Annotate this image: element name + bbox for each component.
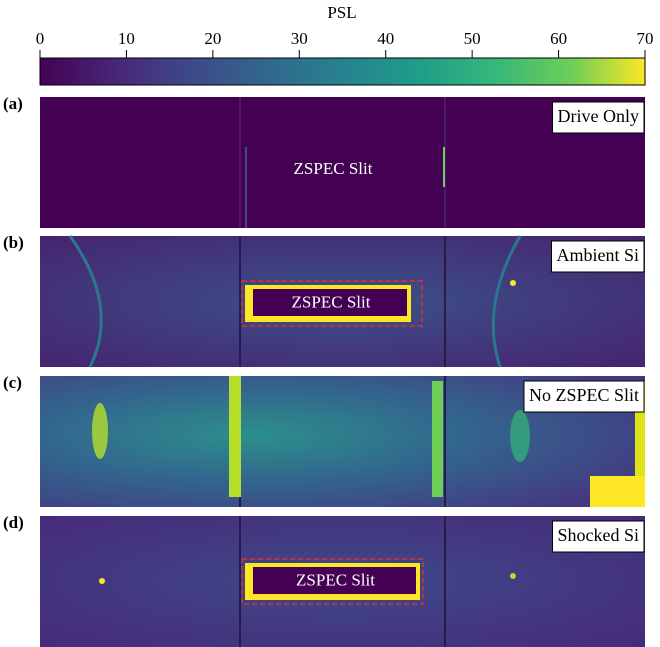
- tick-label: 0: [36, 29, 45, 48]
- panel-title: Ambient Si: [556, 245, 639, 265]
- panel-title-box: [550, 240, 645, 273]
- panel-title-box: [552, 101, 645, 134]
- slit-label: ZSPEC Slit: [292, 292, 371, 311]
- glow: [92, 403, 108, 459]
- glow: [510, 410, 530, 462]
- slit-shadow: [253, 289, 407, 316]
- colorbar: [39, 57, 646, 86]
- hotspot: [510, 573, 516, 579]
- corner-glow: [590, 476, 645, 507]
- panel-title-box: [523, 380, 645, 413]
- hotspot: [99, 578, 105, 584]
- slit-shadow: [253, 567, 416, 594]
- panel-title: Shocked Si: [557, 525, 639, 545]
- panel-title: Drive Only: [558, 106, 639, 126]
- tick-label: 30: [291, 29, 308, 48]
- panel-title-box: [551, 520, 645, 553]
- tick-label: 50: [464, 29, 481, 48]
- slit-outline: [241, 280, 423, 327]
- slit-label: ZSPEC Slit: [296, 570, 375, 589]
- slit-label: ZSPEC Slit: [294, 159, 373, 178]
- panel-label: (d): [3, 513, 24, 532]
- panel-label: (c): [3, 373, 22, 392]
- panel-title: No ZSPEC Slit: [529, 385, 639, 405]
- tick-label: 40: [377, 29, 394, 48]
- edge-glow: [432, 381, 443, 497]
- hotspot: [510, 280, 516, 286]
- tick-label: 20: [204, 29, 221, 48]
- edge-glow: [229, 376, 241, 497]
- image-panel: [40, 97, 645, 228]
- ring: [68, 235, 103, 368]
- tick-label: 70: [637, 29, 654, 48]
- tick-label: 10: [118, 29, 135, 48]
- slit-outline: [241, 558, 424, 605]
- tick-label: 60: [550, 29, 567, 48]
- ring: [491, 235, 522, 368]
- edge-glow: [635, 381, 645, 507]
- panel-label: (a): [3, 94, 23, 113]
- colorbar-label: PSL: [327, 3, 356, 22]
- panel-label: (b): [3, 233, 24, 252]
